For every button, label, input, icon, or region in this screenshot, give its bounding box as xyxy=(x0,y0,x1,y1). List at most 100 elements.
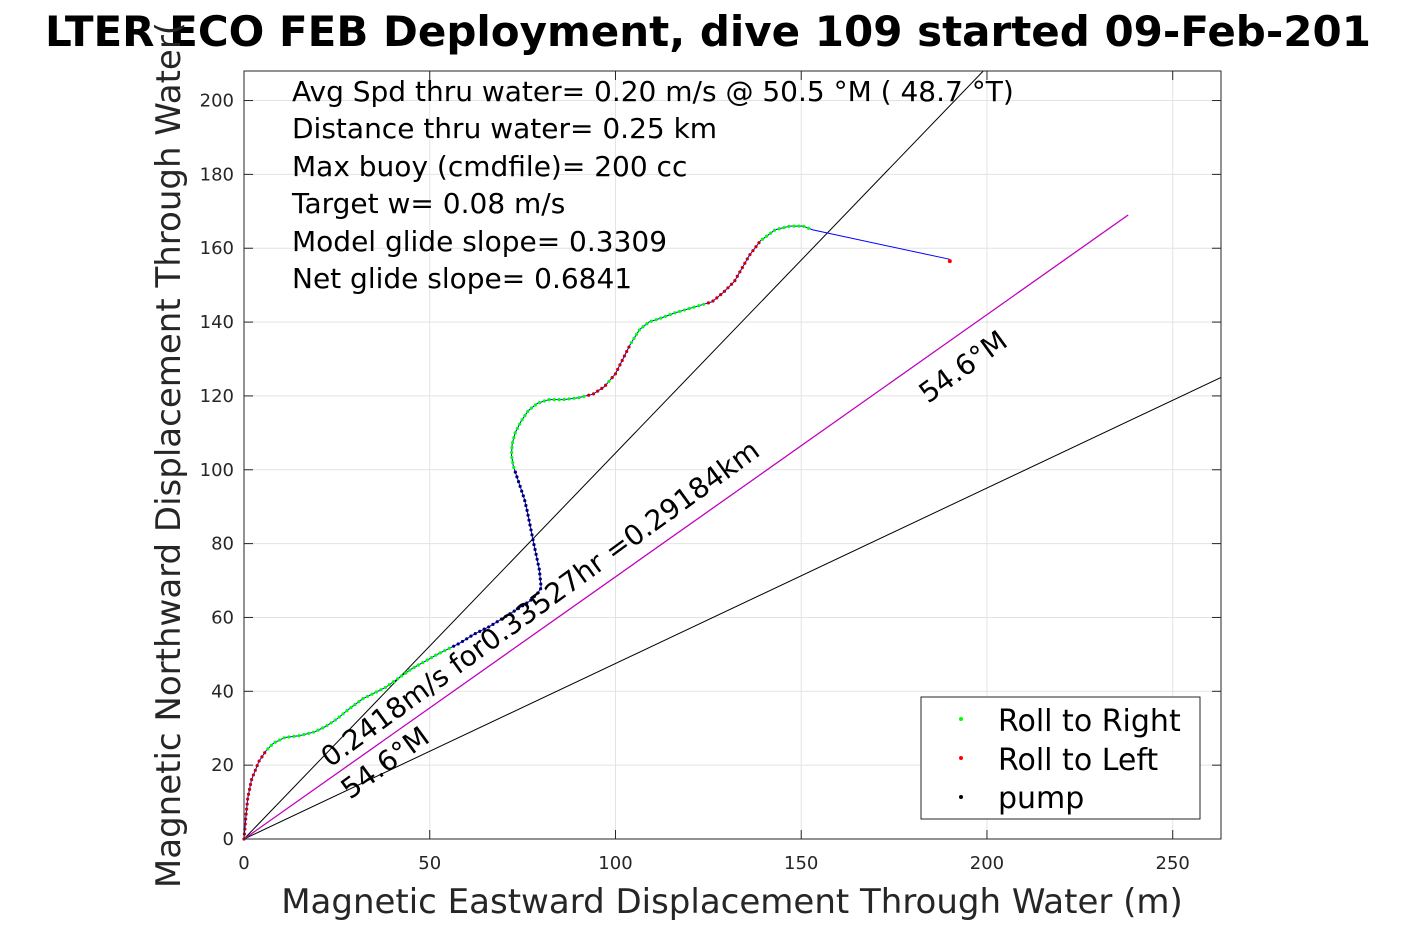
marker-roll-left xyxy=(244,817,248,821)
marker-pump xyxy=(533,547,537,552)
marker-roll-right xyxy=(557,398,561,402)
marker-roll-left xyxy=(740,265,744,270)
marker-roll-right xyxy=(443,649,447,653)
marker-roll-right xyxy=(361,697,365,701)
marker-roll-right xyxy=(529,406,533,410)
marker-pump xyxy=(538,577,542,581)
marker-roll-right xyxy=(349,705,353,710)
marker-roll-left xyxy=(735,274,739,278)
marker-roll-left xyxy=(257,759,261,763)
marker-pump xyxy=(518,484,522,488)
marker-roll-right xyxy=(325,723,329,728)
marker-roll-right xyxy=(311,730,316,734)
marker-pump xyxy=(527,518,531,522)
marker-roll-right xyxy=(333,718,337,722)
x-axis-label: Magnetic Eastward Displacement Through W… xyxy=(281,882,1183,922)
marker-roll-left xyxy=(719,293,723,297)
marker-roll-right xyxy=(632,336,636,341)
track xyxy=(242,224,952,841)
marker-roll-right xyxy=(562,397,566,402)
legend: Roll to Right Roll to Left pump xyxy=(920,696,1201,820)
marker-roll-left xyxy=(729,282,734,286)
marker-roll-right xyxy=(645,322,649,326)
marker-pump xyxy=(521,494,525,498)
x-tick-label: 200 xyxy=(970,853,1004,874)
marker-roll-left xyxy=(245,807,249,811)
y-tick-label: 140 xyxy=(200,312,234,333)
marker-roll-right xyxy=(512,436,516,440)
marker-roll-right xyxy=(768,231,773,235)
marker-pump xyxy=(487,625,491,629)
plot-frame xyxy=(243,70,1222,840)
y-axis-label: Magnetic Northward Displacement Through … xyxy=(149,22,189,888)
marker-pump xyxy=(469,634,473,638)
marker-roll-right xyxy=(510,450,514,455)
marker-pump xyxy=(491,622,495,626)
marker-roll-left xyxy=(627,345,631,349)
marker-pump xyxy=(539,582,543,586)
stat-max-buoy: Max buoy (cmdfile)= 200 cc xyxy=(292,150,687,183)
marker-roll-right xyxy=(511,460,515,465)
marker-pump xyxy=(473,632,477,636)
marker-roll-left xyxy=(263,751,267,755)
marker-pump xyxy=(525,508,529,512)
marker-roll-right xyxy=(526,409,530,414)
legend-label-pump: pump xyxy=(998,781,1084,816)
marker-pump xyxy=(526,513,530,517)
marker-roll-right xyxy=(269,743,273,747)
marker-roll-right xyxy=(533,403,537,407)
marker-roll-right xyxy=(400,674,404,678)
marker-roll-right xyxy=(692,305,696,309)
stat-net-glide-slope: Net glide slope= 0.6841 xyxy=(292,262,632,295)
marker-roll-right xyxy=(320,726,325,730)
y-tick-label: 80 xyxy=(211,534,234,555)
marker-pump xyxy=(537,567,541,571)
y-tick-label: 160 xyxy=(200,238,234,259)
marker-roll-right xyxy=(374,690,379,694)
marker-roll-left xyxy=(248,782,253,787)
marker-roll-right xyxy=(379,688,383,692)
marker-roll-left xyxy=(591,392,596,396)
marker-pump xyxy=(529,598,533,602)
marker-roll-right xyxy=(518,422,522,426)
marker-roll-right xyxy=(682,308,687,312)
marker-roll-right xyxy=(760,237,765,241)
marker-pump xyxy=(524,503,528,508)
marker-roll-right xyxy=(629,341,633,345)
marker-roll-right xyxy=(687,306,691,311)
marker-roll-right xyxy=(678,309,682,314)
marker-roll-right xyxy=(341,712,345,716)
marker-roll-right xyxy=(567,397,571,401)
marker-roll-left xyxy=(251,773,256,777)
marker-roll-right xyxy=(302,732,306,737)
marker-roll-right xyxy=(510,455,514,460)
marker-pump xyxy=(452,644,456,648)
marker-roll-left xyxy=(260,755,264,759)
marker-pump xyxy=(525,601,529,605)
marker-roll-right xyxy=(337,715,341,719)
marker-pump xyxy=(539,587,543,591)
marker-roll-right xyxy=(523,413,527,418)
marker-roll-left xyxy=(600,386,604,390)
marker-roll-right xyxy=(512,465,516,469)
marker-roll-right xyxy=(654,318,658,322)
marker-roll-right xyxy=(547,398,551,402)
marker-roll-left xyxy=(743,261,747,265)
stat-model-glide-slope: Model glide slope= 0.3309 xyxy=(292,225,667,258)
marker-roll-right xyxy=(542,399,546,403)
marker-pump xyxy=(529,528,533,532)
reference-lines xyxy=(244,71,1221,839)
marker-roll-right xyxy=(292,734,296,738)
marker-roll-left xyxy=(618,363,622,367)
marker-roll-left xyxy=(625,349,629,354)
marker-roll-left xyxy=(726,286,730,290)
marker-roll-left xyxy=(757,241,761,245)
marker-roll-right xyxy=(764,234,769,238)
marker-pump xyxy=(521,604,525,608)
marker-roll-right xyxy=(649,319,653,323)
marker-roll-right xyxy=(668,313,672,317)
marker-roll-left xyxy=(622,354,627,358)
marker-roll-left xyxy=(245,802,249,806)
current-annotation: 0.2418m/s for0.33527hr =0.29184km xyxy=(315,433,766,773)
